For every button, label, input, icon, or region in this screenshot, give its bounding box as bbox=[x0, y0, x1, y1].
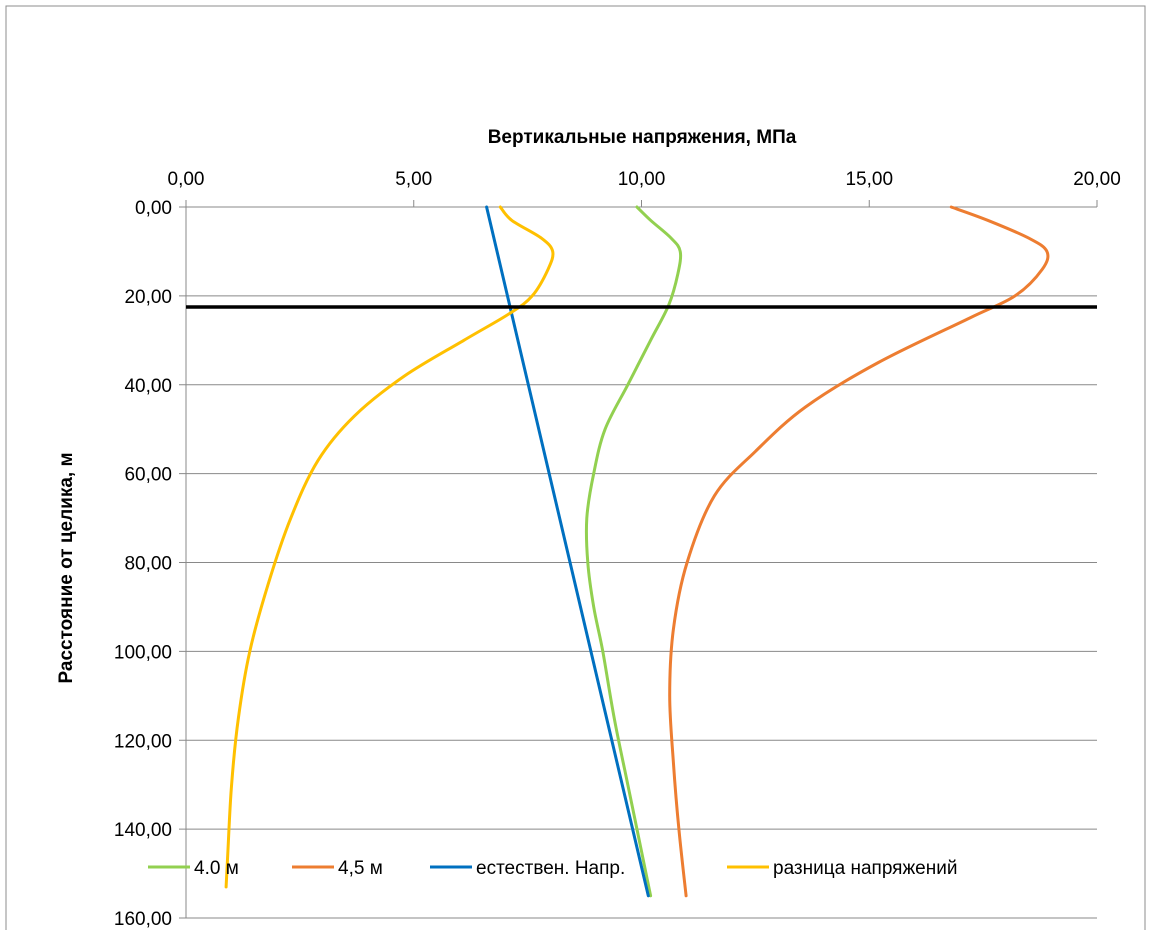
chart-border bbox=[5, 5, 1146, 935]
grid-layer bbox=[186, 295, 1097, 919]
x-tick-label: 5,00 bbox=[395, 169, 432, 190]
legend-label-1: 4.0 м bbox=[194, 858, 239, 879]
y-tick-label: 100,00 bbox=[114, 642, 172, 663]
y-tick-label: 60,00 bbox=[124, 465, 172, 486]
y-axis-title: Расстояние от целика, м bbox=[56, 452, 77, 683]
y-tick-label: 120,00 bbox=[114, 731, 172, 752]
x-tick-label: 10,00 bbox=[618, 169, 666, 190]
x-tick-label: 0,00 bbox=[168, 169, 205, 190]
legend-label-3: естествен. Напр. bbox=[476, 858, 625, 879]
y-tick-label: 140,00 bbox=[114, 820, 172, 841]
legend-label-2: 4,5 м bbox=[338, 858, 383, 879]
axes-layer: 0,00 20,00 40,00 60,00 80,00 100,00 120,00 140,… bbox=[114, 169, 1121, 930]
x-tick-label: 20,00 bbox=[1073, 169, 1121, 190]
y-tick-label: 0,00 bbox=[135, 198, 172, 219]
series-line-2 bbox=[668, 205, 1050, 898]
series-layer bbox=[186, 205, 1097, 898]
series-line-3 bbox=[485, 205, 650, 898]
series-line-1 bbox=[584, 205, 683, 898]
y-tick-label: 20,00 bbox=[124, 287, 172, 308]
series-line-4 bbox=[224, 205, 555, 889]
y-tick-label: 160,00 bbox=[114, 909, 172, 930]
y-tick-label: 40,00 bbox=[124, 376, 172, 397]
x-tick-label: 15,00 bbox=[845, 169, 893, 190]
x-axis-title: Вертикальные напряжения, МПа bbox=[488, 127, 797, 148]
y-tick-label: 80,00 bbox=[124, 554, 172, 575]
legend: 4.0 м 4,5 м естествен. Напр. разница напряж… bbox=[148, 858, 957, 879]
legend-label-4: разница напряжений bbox=[773, 858, 957, 879]
